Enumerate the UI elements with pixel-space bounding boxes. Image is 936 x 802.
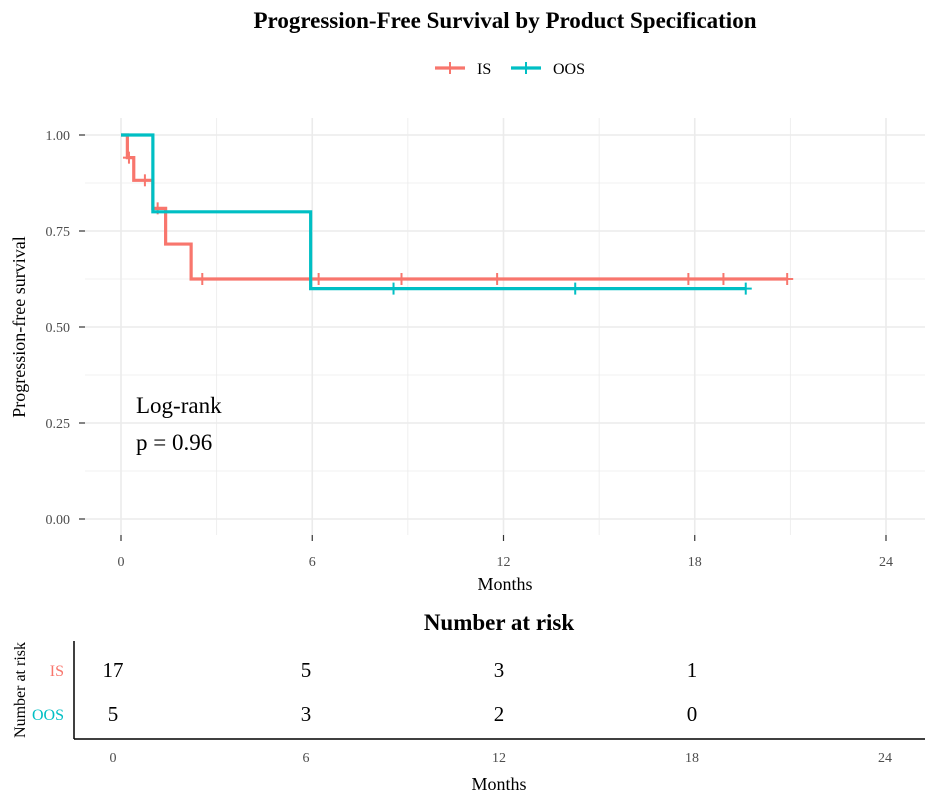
censor-mark-oos bbox=[739, 282, 752, 295]
censor-mark-is bbox=[717, 273, 730, 285]
risk-row-label-oos: OOS bbox=[32, 707, 64, 724]
risk-count: 3 bbox=[494, 658, 505, 682]
censor-mark-oos bbox=[387, 282, 400, 295]
y-tick-label: 0.50 bbox=[46, 321, 71, 336]
risk-count: 3 bbox=[301, 702, 312, 726]
logrank-label: Log-rank bbox=[136, 393, 222, 418]
risk-count: 5 bbox=[108, 702, 119, 726]
risk-x-tick-label: 18 bbox=[685, 751, 699, 766]
censor-mark-is bbox=[682, 273, 695, 285]
y-tick-label: 0.75 bbox=[46, 225, 71, 240]
risk-y-axis-title: Number at risk bbox=[12, 642, 29, 738]
legend-label: OOS bbox=[553, 61, 585, 78]
plot-axes: 0.00 0.25 0.50 0.75 1.00 0 6 12 18 24 bbox=[46, 129, 894, 570]
curve-is bbox=[121, 133, 788, 281]
risk-count: 1 bbox=[687, 658, 698, 682]
risk-table-title: Number at risk bbox=[424, 610, 575, 635]
x-tick-label: 0 bbox=[118, 555, 125, 570]
p-value-label: p = 0.96 bbox=[136, 430, 212, 455]
x-tick-label: 18 bbox=[688, 555, 702, 570]
censor-mark-is bbox=[395, 273, 408, 285]
y-axis-title: Progression-free survival bbox=[9, 236, 29, 417]
risk-x-tick-label: 24 bbox=[878, 751, 892, 766]
legend-item-is: IS bbox=[435, 61, 491, 78]
risk-row-label-is: IS bbox=[50, 663, 64, 680]
risk-x-tick-label: 6 bbox=[303, 751, 310, 766]
legend: IS OOS bbox=[435, 61, 585, 78]
y-tick-label: 1.00 bbox=[46, 129, 71, 144]
censor-mark-oos bbox=[569, 282, 582, 295]
risk-x-axis-title: Months bbox=[471, 774, 526, 794]
censor-mark-is bbox=[196, 273, 209, 285]
censor-mark-is bbox=[138, 174, 151, 187]
legend-item-oos: OOS bbox=[511, 61, 585, 78]
risk-x-tick-label: 12 bbox=[492, 751, 506, 766]
censor-mark-is bbox=[122, 151, 135, 164]
x-tick-label: 24 bbox=[879, 555, 893, 570]
x-tick-label: 12 bbox=[497, 555, 511, 570]
y-tick-label: 0.25 bbox=[46, 417, 71, 432]
risk-x-tick-label: 0 bbox=[110, 751, 117, 766]
censor-mark-is bbox=[312, 273, 325, 285]
risk-count: 5 bbox=[301, 658, 312, 682]
risk-count: 17 bbox=[103, 658, 124, 682]
survival-curves bbox=[121, 133, 794, 295]
x-tick-label: 6 bbox=[309, 555, 316, 570]
risk-count: 2 bbox=[494, 702, 505, 726]
censor-mark-is bbox=[491, 273, 504, 285]
risk-count: 0 bbox=[687, 702, 698, 726]
y-tick-label: 0.00 bbox=[46, 513, 71, 528]
legend-label: IS bbox=[477, 61, 491, 78]
plot-grid bbox=[85, 118, 925, 535]
risk-table: IS 17 5 3 1 OOS 5 3 2 0 0 6 12 18 24 bbox=[32, 641, 925, 766]
chart-title: Progression-Free Survival by Product Spe… bbox=[254, 8, 757, 33]
x-axis-title: Months bbox=[477, 574, 532, 594]
censor-mark-is bbox=[781, 273, 794, 285]
curve-oos bbox=[121, 133, 746, 291]
